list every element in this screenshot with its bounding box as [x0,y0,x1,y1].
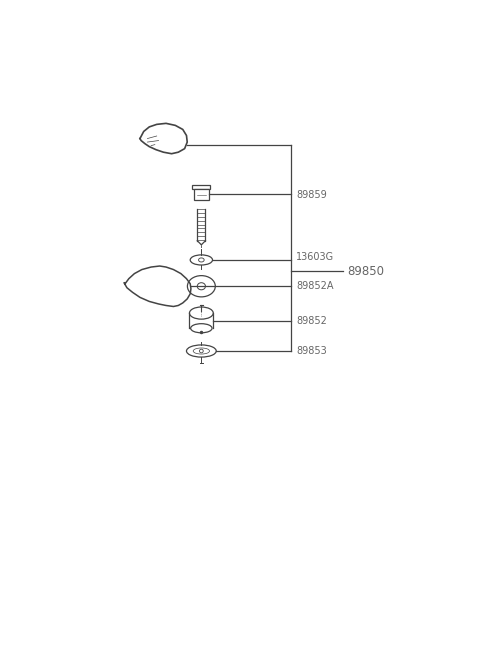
Text: 13603G: 13603G [296,252,335,262]
Ellipse shape [187,276,216,297]
Ellipse shape [191,324,212,333]
Ellipse shape [197,283,205,290]
Text: 89859: 89859 [296,190,327,200]
Ellipse shape [190,255,213,265]
Text: 89853: 89853 [296,346,327,356]
Ellipse shape [193,348,210,354]
FancyBboxPatch shape [192,185,210,189]
Ellipse shape [186,345,216,357]
Text: 89852A: 89852A [296,281,334,291]
Text: 89850: 89850 [347,265,384,277]
Ellipse shape [190,307,213,319]
Text: 89852: 89852 [296,315,327,326]
Ellipse shape [200,349,203,353]
FancyBboxPatch shape [193,189,209,200]
Ellipse shape [199,258,204,262]
